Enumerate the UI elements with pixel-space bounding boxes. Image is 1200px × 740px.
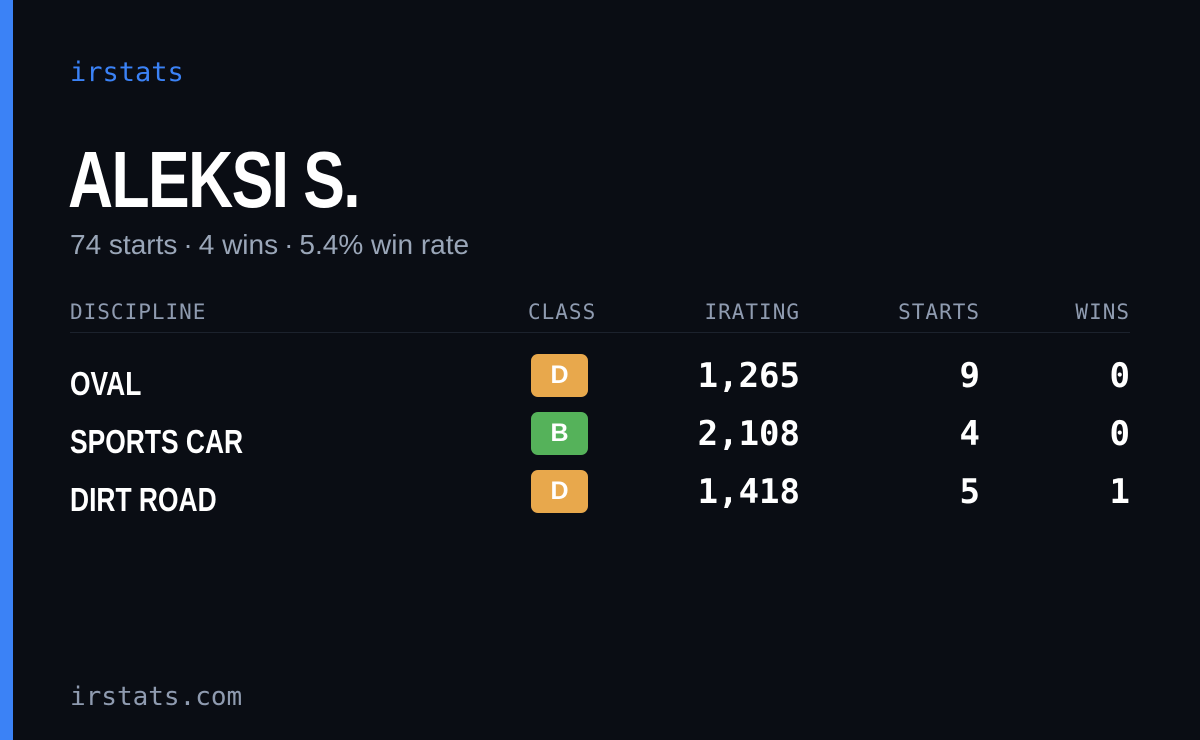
class-badge: B bbox=[531, 412, 588, 455]
summary-separator: · bbox=[183, 229, 193, 260]
starts-value: 9 bbox=[959, 356, 980, 396]
driver-name: ALEKSI S. bbox=[68, 135, 361, 224]
stats-table-header: DISCIPLINE CLASS IRATING STARTS WINS bbox=[70, 296, 1130, 333]
starts-value: 4 bbox=[959, 414, 980, 454]
wins-value: 0 bbox=[1109, 356, 1130, 396]
header-starts: STARTS bbox=[898, 300, 980, 324]
summary-win-rate: 5.4% win rate bbox=[299, 229, 470, 260]
summary-separator: · bbox=[284, 229, 294, 260]
starts-value: 5 bbox=[959, 472, 980, 512]
irating-value: 1,265 bbox=[697, 356, 800, 396]
summary-starts: 74 starts bbox=[70, 229, 178, 260]
table-row: SPORTS CAR B 2,108 4 0 bbox=[70, 408, 1130, 466]
footer-site-link[interactable]: irstats.com bbox=[70, 682, 243, 712]
summary-wins: 4 wins bbox=[198, 229, 279, 260]
driver-summary: 74 starts · 4 wins · 5.4% win rate bbox=[70, 228, 469, 262]
header-discipline: DISCIPLINE bbox=[70, 300, 207, 324]
class-badge: D bbox=[531, 470, 588, 513]
header-wins: WINS bbox=[1075, 300, 1130, 324]
class-badge: D bbox=[531, 354, 588, 397]
table-row: OVAL D 1,265 9 0 bbox=[70, 350, 1130, 408]
header-class: CLASS bbox=[528, 300, 597, 324]
wins-value: 0 bbox=[1109, 414, 1130, 454]
discipline-name: OVAL bbox=[70, 365, 142, 402]
header-irating: IRATING bbox=[704, 300, 800, 324]
table-row: DIRT ROAD D 1,418 5 1 bbox=[70, 466, 1130, 524]
discipline-name: DIRT ROAD bbox=[70, 481, 217, 518]
accent-bar bbox=[0, 0, 13, 740]
discipline-name: SPORTS CAR bbox=[70, 423, 244, 460]
irating-value: 2,108 bbox=[697, 414, 800, 454]
irating-value: 1,418 bbox=[697, 472, 800, 512]
wins-value: 1 bbox=[1109, 472, 1130, 512]
brand-logo[interactable]: irstats bbox=[70, 57, 184, 88]
